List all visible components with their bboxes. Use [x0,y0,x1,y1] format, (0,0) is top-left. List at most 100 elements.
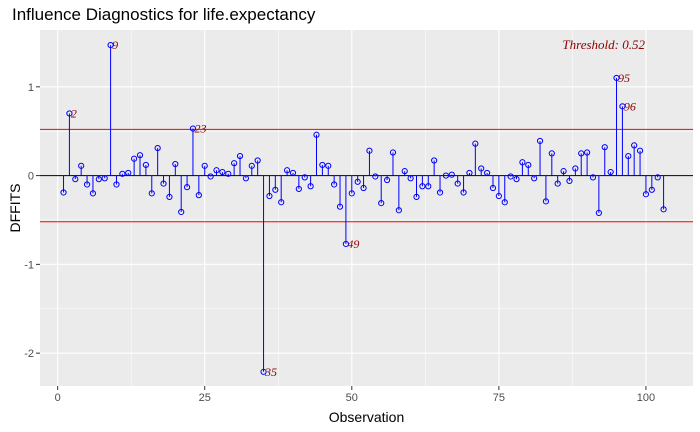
data-point [525,161,532,169]
y-axis-ticks: 1 0 -1 -2 [24,82,40,360]
data-point [131,155,138,162]
data-point [483,169,491,177]
outlier-label: 95 [618,71,630,85]
data-point [454,180,461,187]
data-point [436,189,444,196]
data-point [354,178,361,185]
data-point [231,160,238,167]
data-point [142,161,149,169]
data-point [501,199,508,206]
x-axis-title: Observation [329,409,404,425]
data-point [119,170,126,177]
data-point [613,74,620,82]
data-point [307,183,314,190]
data-point [242,175,250,182]
data-point [260,368,267,375]
data-point [136,152,144,159]
data-point [513,176,520,183]
data-point [107,41,114,49]
data-point [60,189,67,196]
data-point [448,171,455,178]
data-point [160,180,167,187]
x-tick-label: 0 [55,392,61,404]
minor-gridlines [40,30,693,386]
data-point [95,176,102,183]
data-point [301,174,308,181]
data-point [442,172,450,179]
data-point [383,176,391,184]
data-point [607,168,614,176]
data-point [283,167,291,174]
data-point [519,159,526,166]
data-point [207,173,214,180]
data-point [395,207,402,214]
data-point [178,208,185,216]
data-point [560,168,567,175]
data-point [348,190,355,197]
data-point [619,103,626,110]
data-point [219,168,226,176]
data-point [654,174,661,181]
data-point [601,144,608,151]
data-point [531,175,538,182]
outlier-label: 2 [71,106,77,120]
data-point [125,169,132,177]
data-point [336,203,344,210]
data-point [542,198,550,205]
outlier-label: 35 [264,365,277,379]
data-point [331,181,338,188]
threshold-lines [40,128,693,223]
data-point [66,110,73,117]
outlier-label: 96 [624,99,636,113]
threshold-annotation: Threshold: 0.52 [562,37,645,52]
data-point [584,149,591,156]
data-point [578,150,585,157]
chart-title: Influence Diagnostics for life.expectanc… [12,5,316,24]
data-point [366,147,373,154]
outlier-label: 9 [112,38,118,52]
data-point [548,150,555,157]
data-point [631,142,638,149]
data-point [183,184,191,191]
y-tick-label: -1 [24,259,34,271]
data-point [189,125,197,132]
y-tick-label: -2 [24,348,34,360]
plot-panel [40,30,693,386]
data-point [466,169,473,177]
data-point [489,184,497,192]
data-point [166,193,173,201]
data-point [319,161,326,169]
data-point [225,170,232,177]
data-point [154,144,161,152]
outlier-label: 23 [194,122,206,136]
outlier-label: 49 [347,237,359,251]
data-points [60,41,667,375]
data-point [636,147,644,154]
data-point [625,152,632,160]
data-point [295,185,302,193]
data-point [101,175,108,182]
data-point [507,173,514,180]
data-point [360,184,367,192]
y-axis-title: DFFITS [7,184,23,233]
data-point [554,180,561,187]
data-point [213,167,220,174]
data-point [83,181,91,188]
data-point [201,162,208,169]
x-axis-ticks: 0 25 50 75 100 [55,386,655,404]
data-point [389,149,397,156]
data-point [419,183,426,190]
x-tick-label: 25 [199,392,211,404]
data-point [313,131,320,138]
data-point [425,183,432,190]
data-point [342,240,350,248]
data-point [595,209,602,216]
data-point [495,192,502,200]
data-point [572,165,579,172]
x-tick-label: 50 [346,392,358,404]
data-point [148,190,155,197]
data-point [589,174,597,181]
data-point [172,160,179,168]
y-tick-label: 0 [28,171,34,183]
